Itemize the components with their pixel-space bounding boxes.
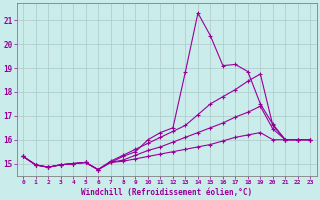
X-axis label: Windchill (Refroidissement éolien,°C): Windchill (Refroidissement éolien,°C) — [81, 188, 252, 197]
